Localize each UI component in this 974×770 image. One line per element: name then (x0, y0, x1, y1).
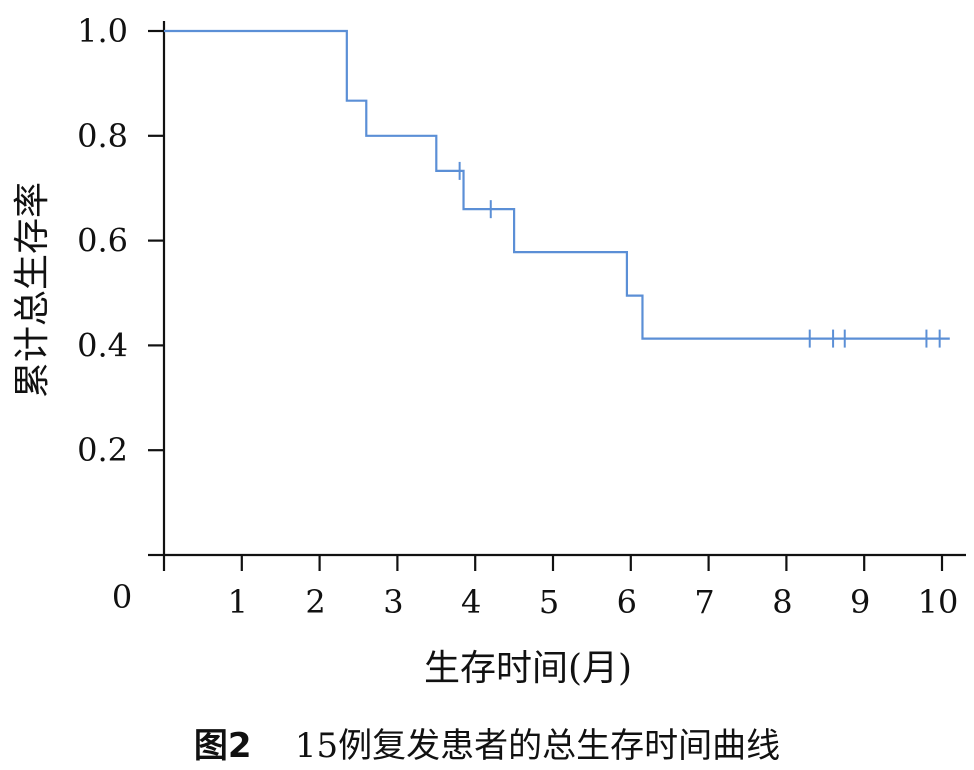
x-tick-label: 1 (228, 583, 248, 621)
x-tick-label: 5 (539, 583, 559, 621)
y-axis-title: 累计总生存率 (12, 182, 53, 398)
x-tick-label: 6 (617, 583, 637, 621)
x-tick-label: 7 (694, 583, 714, 621)
y-tick-label: 0.2 (77, 431, 128, 469)
y-ticks: 0.2 0.4 0.6 0.8 1.0 (77, 12, 164, 557)
x-tick-label: 9 (850, 583, 870, 621)
x-tick-label: 8 (772, 583, 792, 621)
x-axis-title: 生存时间(月) (424, 648, 632, 689)
x-tick-label: 2 (305, 583, 325, 621)
y-tick-label: 0.8 (77, 117, 128, 155)
figure-number: 图2 (193, 726, 252, 766)
origin-label: 0 (112, 578, 132, 616)
x-tick-label: 3 (383, 583, 403, 621)
y-tick-label: 0.4 (77, 326, 128, 364)
figure-caption: 图2 15例复发患者的总生存时间曲线 (0, 718, 974, 767)
figure-caption-text: 15例复发患者的总生存时间曲线 (294, 726, 781, 766)
x-ticks: 1 2 3 4 5 6 7 8 9 10 (162, 555, 959, 621)
y-tick-label: 0.6 (77, 222, 128, 260)
survival-chart: 0.2 0.4 0.6 0.8 1.0 1 2 3 4 5 6 7 8 9 10 0 生存时间(月) 累计… (12, 12, 966, 689)
x-tick-label: 4 (461, 583, 481, 621)
axes (162, 21, 966, 557)
y-tick-label: 1.0 (77, 12, 128, 50)
censor-marks (458, 161, 941, 348)
survival-curve (164, 29, 950, 340)
x-tick-label: 10 (918, 583, 959, 621)
